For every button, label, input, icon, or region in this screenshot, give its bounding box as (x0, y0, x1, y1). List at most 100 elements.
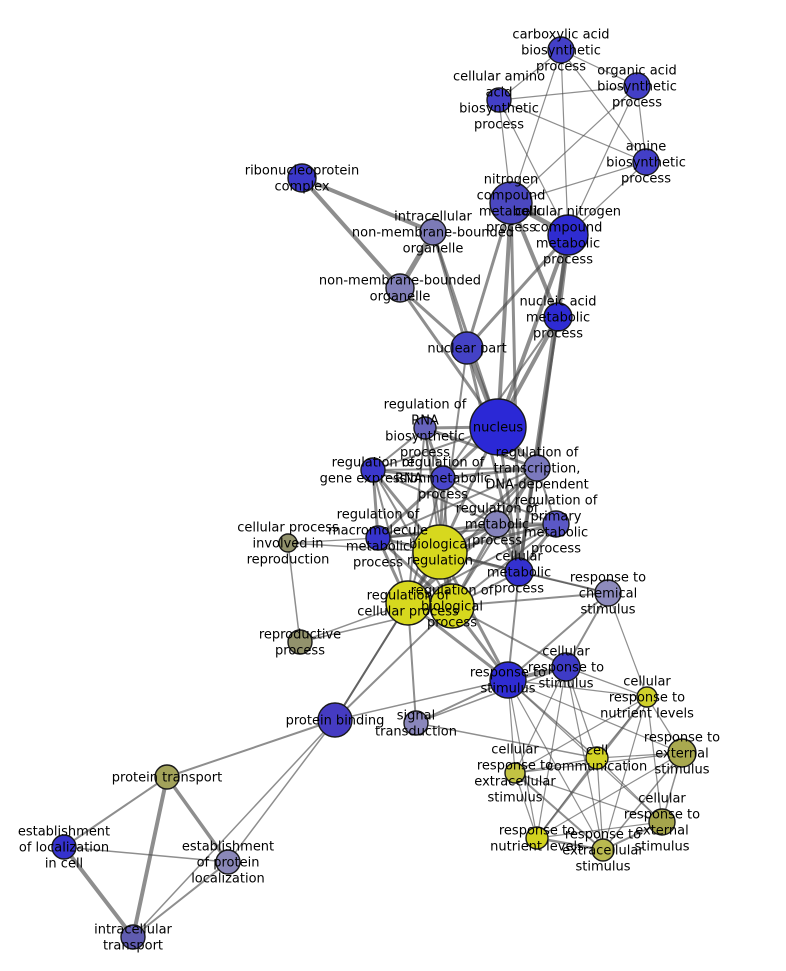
edge-regulation-of-transcription-dna-dependent--regulation-of-rna-metabolic-process (441, 466, 539, 480)
node-regulation-of-metabolic-process[interactable] (483, 510, 511, 538)
node-label-nucleic-acid-metabolic-process: nucleic acid metabolic process (519, 295, 596, 342)
node-carboxylic-acid-biosynthetic-process[interactable] (547, 36, 575, 64)
edge-protein-binding--biological-regulation (334, 551, 441, 721)
node-cellular-response-to-stimulus[interactable] (551, 652, 581, 682)
node-nucleic-acid-metabolic-process[interactable] (543, 302, 573, 332)
edge-regulation-of-primary-metabolic-process--regulation-of-cellular-process (407, 523, 557, 604)
edge-protein-transport--establishment-of-localization-in-cell (63, 776, 168, 848)
node-label-response-to-extracellular-stimulus: response to extracellular stimulus (562, 828, 644, 875)
node-label-protein-binding: protein binding (286, 714, 385, 729)
node-regulation-of-gene-expression[interactable] (360, 457, 386, 483)
node-label-cellular-response-to-extracellular-stimulus: cellular response to extracellular stimulus (474, 743, 556, 806)
edge-cellular-response-to-nutrient-levels--response-to-extracellular-stimulus (602, 696, 648, 851)
edge-cell-communication--response-to-nutrient-levels (536, 757, 598, 839)
edge-nucleic-acid-metabolic-process--regulation-of-transcription-dna-dependent (536, 316, 559, 469)
edge-cellular-response-to-nutrient-levels--cellular-response-to-extracellular-stimulus (514, 696, 648, 774)
edge-establishment-of-protein-localization--protein-binding (227, 719, 336, 863)
edges-layer (62, 49, 683, 939)
node-label-regulation-of-gene-expression: regulation of gene expression (320, 456, 427, 487)
node-establishment-of-localization-in-cell[interactable] (51, 834, 77, 860)
node-label-regulation-of-metabolic-process: regulation of metabolic process (456, 502, 539, 549)
node-label-nucleus: nucleus (473, 421, 523, 436)
node-label-regulation-of-rna-metabolic-process: regulation of RNA metabolic process (395, 456, 491, 503)
node-cellular-response-to-external-stimulus[interactable] (648, 808, 676, 836)
node-establishment-of-protein-localization[interactable] (215, 849, 241, 875)
node-response-to-external-stimulus[interactable] (667, 738, 697, 768)
node-regulation-of-rna-metabolic-process[interactable] (430, 465, 456, 491)
edge-organic-acid-biosynthetic-process--cellular-amino-acid-biosynthetic-process (498, 85, 638, 101)
edge-carboxylic-acid-biosynthetic-process--amine-biosynthetic-process (560, 49, 647, 163)
edge-cell-communication--signal-transduction (415, 722, 598, 759)
node-label-amine-biosynthetic-process: amine biosynthetic process (606, 140, 686, 187)
edge-cellular-nitrogen-compound-metabolic-process--nucleus (496, 233, 570, 429)
node-nitrogen-compound-metabolic-process[interactable] (489, 181, 533, 225)
nodes-layer (51, 36, 697, 950)
node-regulation-of-primary-metabolic-process[interactable] (542, 510, 570, 538)
node-response-to-stimulus[interactable] (489, 661, 527, 699)
node-regulation-of-macromolecule-metabolic-process[interactable] (365, 525, 391, 551)
node-cellular-process-involved-in-reproduction[interactable] (278, 533, 298, 553)
edge-cell-communication--cellular-response-to-extracellular-stimulus (514, 757, 598, 774)
node-biological-regulation[interactable] (412, 524, 468, 580)
node-label-cellular-metabolic-process: cellular metabolic process (487, 550, 551, 597)
node-non-membrane-bounded-organelle[interactable] (385, 273, 415, 303)
node-signal-transduction[interactable] (403, 710, 429, 736)
node-intracellular-transport[interactable] (120, 924, 146, 950)
node-protein-binding[interactable] (317, 702, 353, 738)
node-label-regulation-of-macromolecule-metabolic-process: regulation of macromolecule metabolic proce… (328, 508, 428, 571)
node-amine-biosynthetic-process[interactable] (632, 148, 660, 176)
edge-regulation-of-gene-expression--regulation-of-biological-process (372, 469, 453, 607)
edge-response-to-external-stimulus--response-to-nutrient-levels (536, 752, 683, 839)
edge-response-to-stimulus--response-to-nutrient-levels (507, 679, 538, 839)
node-cellular-amino-acid-biosynthetic-process[interactable] (486, 87, 512, 113)
node-label-regulation-of-transcription-dna-dependent: regulation of transcription, DNA-dependent (485, 446, 588, 493)
edge-cellular-amino-acid-biosynthetic-process--amine-biosynthetic-process (498, 99, 647, 163)
node-response-to-chemical-stimulus[interactable] (594, 579, 622, 607)
node-nucleus[interactable] (469, 398, 527, 456)
node-cell-communication[interactable] (585, 746, 609, 770)
node-label-response-to-stimulus: response to stimulus (470, 666, 546, 697)
node-cellular-response-to-nutrient-levels[interactable] (636, 686, 658, 708)
edge-amine-biosynthetic-process--nitrogen-compound-metabolic-process (510, 161, 647, 204)
node-label-cellular-nitrogen-compound-metabolic-process: cellular nitrogen compound metabolic proces… (515, 205, 621, 268)
edge-organic-acid-biosynthetic-process--cellular-nitrogen-compound-metabolic-process (567, 85, 638, 236)
node-label-ribonucleoprotein-complex: ribonucleoprotein complex (245, 164, 360, 195)
node-nuclear-part[interactable] (450, 331, 484, 365)
edge-carboxylic-acid-biosynthetic-process--nitrogen-compound-metabolic-process (510, 49, 562, 204)
node-cellular-response-to-extracellular-stimulus[interactable] (504, 762, 526, 784)
node-label-cellular-amino-acid-biosynthetic-process: cellular amino acid biosynthetic process (453, 70, 545, 133)
edge-regulation-of-transcription-dna-dependent--regulation-of-gene-expression (372, 467, 538, 471)
edge-establishment-of-localization-in-cell--intracellular-transport (62, 845, 135, 939)
node-response-to-nutrient-levels[interactable] (525, 826, 549, 850)
node-label-protein-transport: protein transport (112, 771, 222, 786)
edge-cellular-response-to-stimulus--cell-communication (565, 666, 598, 759)
node-label-cellular-response-to-stimulus: cellular response to stimulus (528, 645, 604, 692)
node-regulation-of-rna-biosynthetic-process[interactable] (413, 416, 437, 440)
node-protein-transport[interactable] (154, 764, 180, 790)
edge-protein-binding--protein-transport (166, 719, 336, 778)
node-label-reproductive-process: reproductive process (259, 628, 341, 659)
node-label-establishment-of-localization-in-cell: establishment of localization in cell (18, 825, 110, 872)
edge-response-to-chemical-stimulus--cellular-response-to-nutrient-levels (607, 592, 648, 698)
node-reproductive-process[interactable] (287, 629, 313, 655)
node-label-response-to-chemical-stimulus: response to chemical stimulus (570, 571, 646, 618)
edge-regulation-of-rna-biosynthetic-process--regulation-of-cellular-process (407, 427, 426, 604)
node-label-cellular-response-to-nutrient-levels: cellular response to nutrient levels (600, 675, 694, 722)
node-ribonucleoprotein-complex[interactable] (287, 163, 317, 193)
node-label-signal-transduction: signal transduction (375, 709, 457, 740)
node-regulation-of-transcription-dna-dependent[interactable] (523, 454, 551, 482)
node-label-regulation-of-primary-metabolic-process: regulation of primary metabolic process (515, 494, 598, 557)
node-cellular-nitrogen-compound-metabolic-process[interactable] (547, 214, 589, 256)
node-regulation-of-biological-process[interactable] (429, 583, 475, 629)
edge-response-to-nutrient-levels--cellular-response-to-external-stimulus (536, 821, 663, 839)
node-response-to-extracellular-stimulus[interactable] (591, 838, 615, 862)
edge-cellular-response-to-nutrient-levels--cell-communication (596, 696, 648, 759)
node-label-carboxylic-acid-biosynthetic-process: carboxylic acid biosynthetic process (512, 28, 609, 75)
node-organic-acid-biosynthetic-process[interactable] (623, 72, 651, 100)
node-label-establishment-of-protein-localization: establishment of protein localization (182, 840, 274, 887)
edge-regulation-of-gene-expression--regulation-of-metabolic-process (372, 469, 498, 525)
edge-response-to-stimulus--cellular-response-to-nutrient-levels (507, 679, 648, 698)
node-intracellular-non-membrane-bounded-organelle[interactable] (419, 218, 447, 246)
edge-cellular-response-to-extracellular-stimulus--cellular-response-to-external-stimulus (514, 772, 663, 823)
node-cellular-metabolic-process[interactable] (504, 557, 534, 587)
